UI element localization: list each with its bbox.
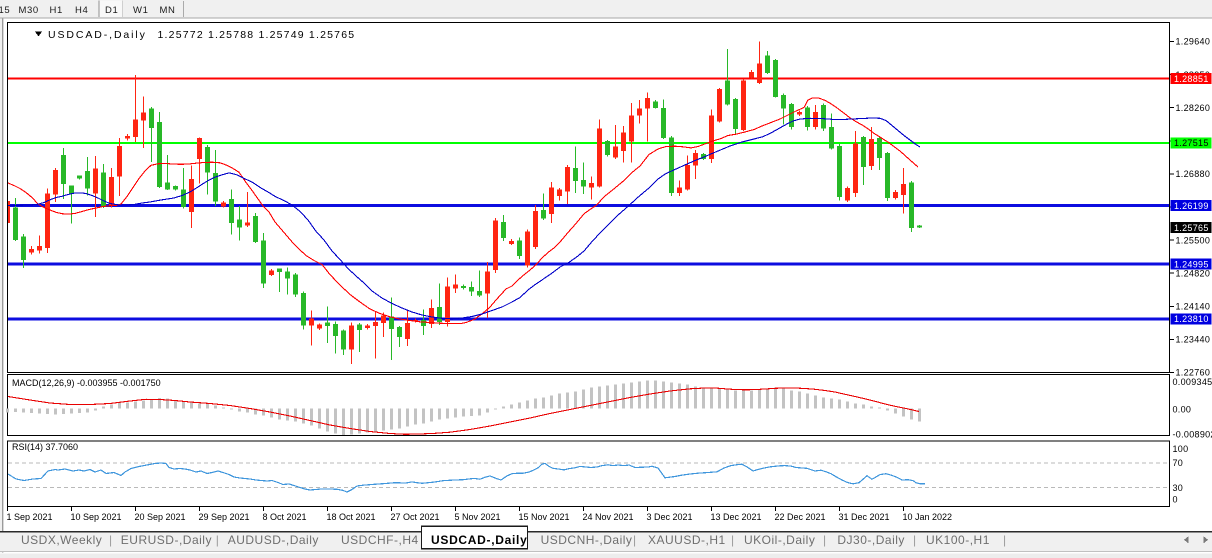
svg-text:USDCAD-,Daily: USDCAD-,Daily (431, 533, 527, 547)
svg-text:RSI(14) 37.7060: RSI(14) 37.7060 (12, 442, 78, 452)
svg-text:8 Oct 2021: 8 Oct 2021 (263, 512, 307, 522)
svg-text:1.25772 1.25788 1.25749 1.2576: 1.25772 1.25788 1.25749 1.25765 (158, 29, 356, 41)
svg-text:15: 15 (0, 5, 10, 16)
svg-text:5 Nov 2021: 5 Nov 2021 (455, 512, 501, 522)
svg-text:AUDUSD-,Daily: AUDUSD-,Daily (228, 533, 319, 547)
svg-text:-0.008902: -0.008902 (1173, 430, 1212, 440)
svg-text:10 Sep 2021: 10 Sep 2021 (71, 512, 122, 522)
svg-text:EURUSD-,Daily: EURUSD-,Daily (121, 533, 212, 547)
svg-text:1.25500: 1.25500 (1176, 235, 1211, 245)
svg-text:USDCHF-,H4: USDCHF-,H4 (341, 533, 419, 547)
svg-text:10 Jan 2022: 10 Jan 2022 (903, 512, 953, 522)
svg-text:MN: MN (160, 5, 176, 16)
svg-text:1.22760: 1.22760 (1176, 368, 1211, 378)
svg-text:DJ30-,Daily: DJ30-,Daily (837, 533, 905, 547)
svg-text:1.24140: 1.24140 (1176, 302, 1211, 312)
svg-text:|: | (731, 533, 734, 547)
svg-text:1.24995: 1.24995 (1174, 259, 1209, 269)
svg-text:1.26199: 1.26199 (1174, 201, 1209, 211)
svg-text:20 Sep 2021: 20 Sep 2021 (135, 512, 186, 522)
svg-text:29 Sep 2021: 29 Sep 2021 (199, 512, 250, 522)
svg-text:1.23810: 1.23810 (1174, 314, 1209, 324)
svg-text:|: | (109, 533, 112, 547)
svg-text:1.28851: 1.28851 (1174, 74, 1209, 84)
svg-text:D1: D1 (105, 5, 118, 16)
svg-text:100: 100 (1173, 444, 1189, 454)
svg-text:0.009345: 0.009345 (1173, 377, 1212, 387)
svg-text:18 Oct 2021: 18 Oct 2021 (327, 512, 376, 522)
svg-text:0: 0 (1173, 495, 1178, 505)
svg-text:0.00: 0.00 (1173, 405, 1192, 415)
svg-text:15 Nov 2021: 15 Nov 2021 (519, 512, 570, 522)
svg-text:|: | (216, 533, 219, 547)
svg-text:|: | (1003, 533, 1006, 547)
svg-text:1.26880: 1.26880 (1176, 169, 1211, 179)
svg-text:1 Sep 2021: 1 Sep 2021 (7, 512, 53, 522)
svg-text:31 Dec 2021: 31 Dec 2021 (839, 512, 890, 522)
svg-text:|: | (913, 533, 916, 547)
svg-text:|: | (633, 533, 636, 547)
svg-text:|: | (823, 533, 826, 547)
svg-text:1.23440: 1.23440 (1176, 335, 1211, 345)
svg-text:USDCNH-,Daily: USDCNH-,Daily (541, 533, 633, 547)
svg-text:70: 70 (1173, 458, 1184, 468)
svg-text:UKOil-,Daily: UKOil-,Daily (744, 533, 815, 547)
svg-text:MACD(12,26,9) -0.003955 -0.001: MACD(12,26,9) -0.003955 -0.001750 (12, 378, 161, 388)
svg-text:3 Dec 2021: 3 Dec 2021 (647, 512, 693, 522)
svg-text:W1: W1 (133, 5, 148, 16)
svg-text:1.28260: 1.28260 (1176, 103, 1211, 113)
svg-text:13 Dec 2021: 13 Dec 2021 (711, 512, 762, 522)
svg-text:1.27515: 1.27515 (1174, 138, 1209, 148)
svg-text:1.25765: 1.25765 (1174, 223, 1209, 233)
svg-text:XAUUSD-,H1: XAUUSD-,H1 (648, 533, 726, 547)
svg-text:USDCAD-,Daily: USDCAD-,Daily (48, 29, 147, 41)
svg-text:USDX,Weekly: USDX,Weekly (21, 533, 102, 547)
svg-text:27 Oct 2021: 27 Oct 2021 (391, 512, 440, 522)
svg-text:H1: H1 (50, 5, 63, 16)
svg-text:30: 30 (1173, 483, 1184, 493)
svg-text:1.29640: 1.29640 (1176, 37, 1211, 47)
svg-text:UK100-,H1: UK100-,H1 (926, 533, 990, 547)
svg-text:24 Nov 2021: 24 Nov 2021 (583, 512, 634, 522)
svg-text:1.24820: 1.24820 (1176, 268, 1211, 278)
svg-text:M30: M30 (19, 5, 39, 16)
svg-text:22 Dec 2021: 22 Dec 2021 (775, 512, 826, 522)
svg-text:H4: H4 (75, 5, 88, 16)
